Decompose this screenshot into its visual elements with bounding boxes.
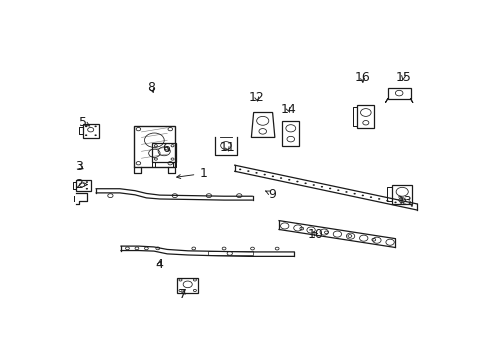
Circle shape	[328, 188, 330, 189]
Circle shape	[312, 184, 314, 186]
Circle shape	[271, 175, 273, 177]
Text: 3: 3	[75, 160, 83, 173]
Circle shape	[287, 179, 290, 181]
Circle shape	[353, 193, 355, 194]
Text: 9: 9	[265, 188, 276, 201]
Circle shape	[377, 198, 380, 200]
Circle shape	[85, 181, 88, 183]
Circle shape	[255, 172, 257, 174]
Text: 4: 4	[155, 258, 163, 271]
Circle shape	[402, 203, 404, 205]
Bar	[282, 121, 299, 146]
Text: 10: 10	[307, 228, 323, 241]
Bar	[134, 126, 175, 167]
Circle shape	[410, 205, 412, 207]
Text: 12: 12	[248, 91, 264, 104]
Circle shape	[296, 181, 298, 183]
Circle shape	[85, 188, 88, 190]
Text: 6: 6	[162, 142, 170, 155]
Bar	[177, 278, 198, 293]
Circle shape	[94, 134, 97, 136]
Bar	[83, 123, 99, 138]
Text: 15: 15	[395, 71, 410, 84]
Circle shape	[239, 168, 241, 170]
Text: 16: 16	[354, 71, 369, 84]
Text: 1: 1	[176, 167, 207, 180]
Circle shape	[279, 177, 282, 179]
Circle shape	[369, 196, 371, 198]
Bar	[152, 143, 176, 162]
Circle shape	[361, 195, 363, 196]
Bar	[391, 185, 411, 204]
Circle shape	[247, 170, 249, 172]
Text: 7: 7	[179, 288, 187, 301]
Text: 14: 14	[280, 103, 296, 116]
Text: 11: 11	[219, 141, 235, 154]
Circle shape	[394, 202, 396, 203]
Circle shape	[336, 189, 339, 191]
Bar	[357, 105, 373, 128]
Bar	[76, 180, 91, 191]
Circle shape	[94, 126, 97, 127]
Circle shape	[263, 174, 265, 175]
Text: 13: 13	[396, 195, 411, 208]
Text: 8: 8	[147, 81, 155, 94]
Circle shape	[85, 126, 87, 127]
Text: 5: 5	[79, 116, 90, 129]
Circle shape	[320, 186, 323, 188]
Circle shape	[304, 183, 306, 184]
Circle shape	[85, 134, 87, 136]
Text: 2: 2	[75, 178, 87, 191]
Bar	[208, 251, 252, 255]
Bar	[387, 87, 410, 99]
Circle shape	[345, 191, 347, 193]
Circle shape	[386, 200, 387, 202]
